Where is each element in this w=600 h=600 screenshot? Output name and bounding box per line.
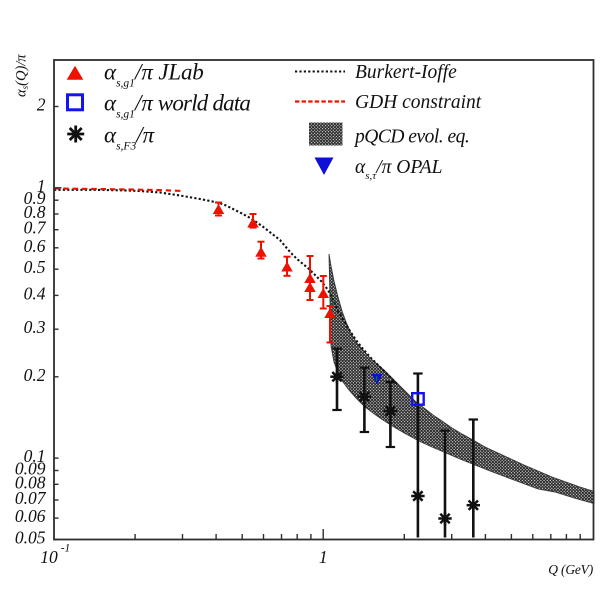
svg-text:-1: -1 [61, 543, 71, 555]
svg-text:αs,τ/π OPAL: αs,τ/π OPAL [355, 157, 443, 182]
svg-text:0.09: 0.09 [15, 459, 46, 479]
svg-text:0.07: 0.07 [15, 488, 47, 508]
svg-text:0.3: 0.3 [24, 317, 46, 337]
svg-text:1: 1 [319, 547, 328, 567]
svg-text:0.06: 0.06 [15, 506, 46, 526]
svg-text:Burkert-Ioffe: Burkert-Ioffe [355, 62, 457, 83]
svg-text:pQCD evol. eq.: pQCD evol. eq. [353, 127, 469, 148]
svg-text:0.1: 0.1 [24, 446, 46, 466]
svg-text:0.4: 0.4 [24, 283, 46, 303]
svg-text:0.08: 0.08 [15, 472, 46, 492]
svg-text:0.8: 0.8 [24, 202, 46, 222]
svg-text:αs(Q)/π: αs(Q)/π [14, 54, 31, 97]
svg-text:1: 1 [37, 176, 46, 196]
svg-text:2: 2 [37, 95, 46, 115]
svg-text:0.9: 0.9 [24, 188, 46, 208]
svg-text:10: 10 [40, 547, 58, 567]
svg-text:0.05: 0.05 [15, 528, 46, 548]
svg-text:0.7: 0.7 [24, 218, 47, 238]
svg-text:GDH constraint: GDH constraint [355, 92, 482, 113]
svg-text:Q (GeV): Q (GeV) [548, 562, 593, 577]
svg-text:0.5: 0.5 [24, 257, 46, 277]
svg-text:0.6: 0.6 [24, 236, 46, 256]
svg-text:0.2: 0.2 [24, 365, 46, 385]
